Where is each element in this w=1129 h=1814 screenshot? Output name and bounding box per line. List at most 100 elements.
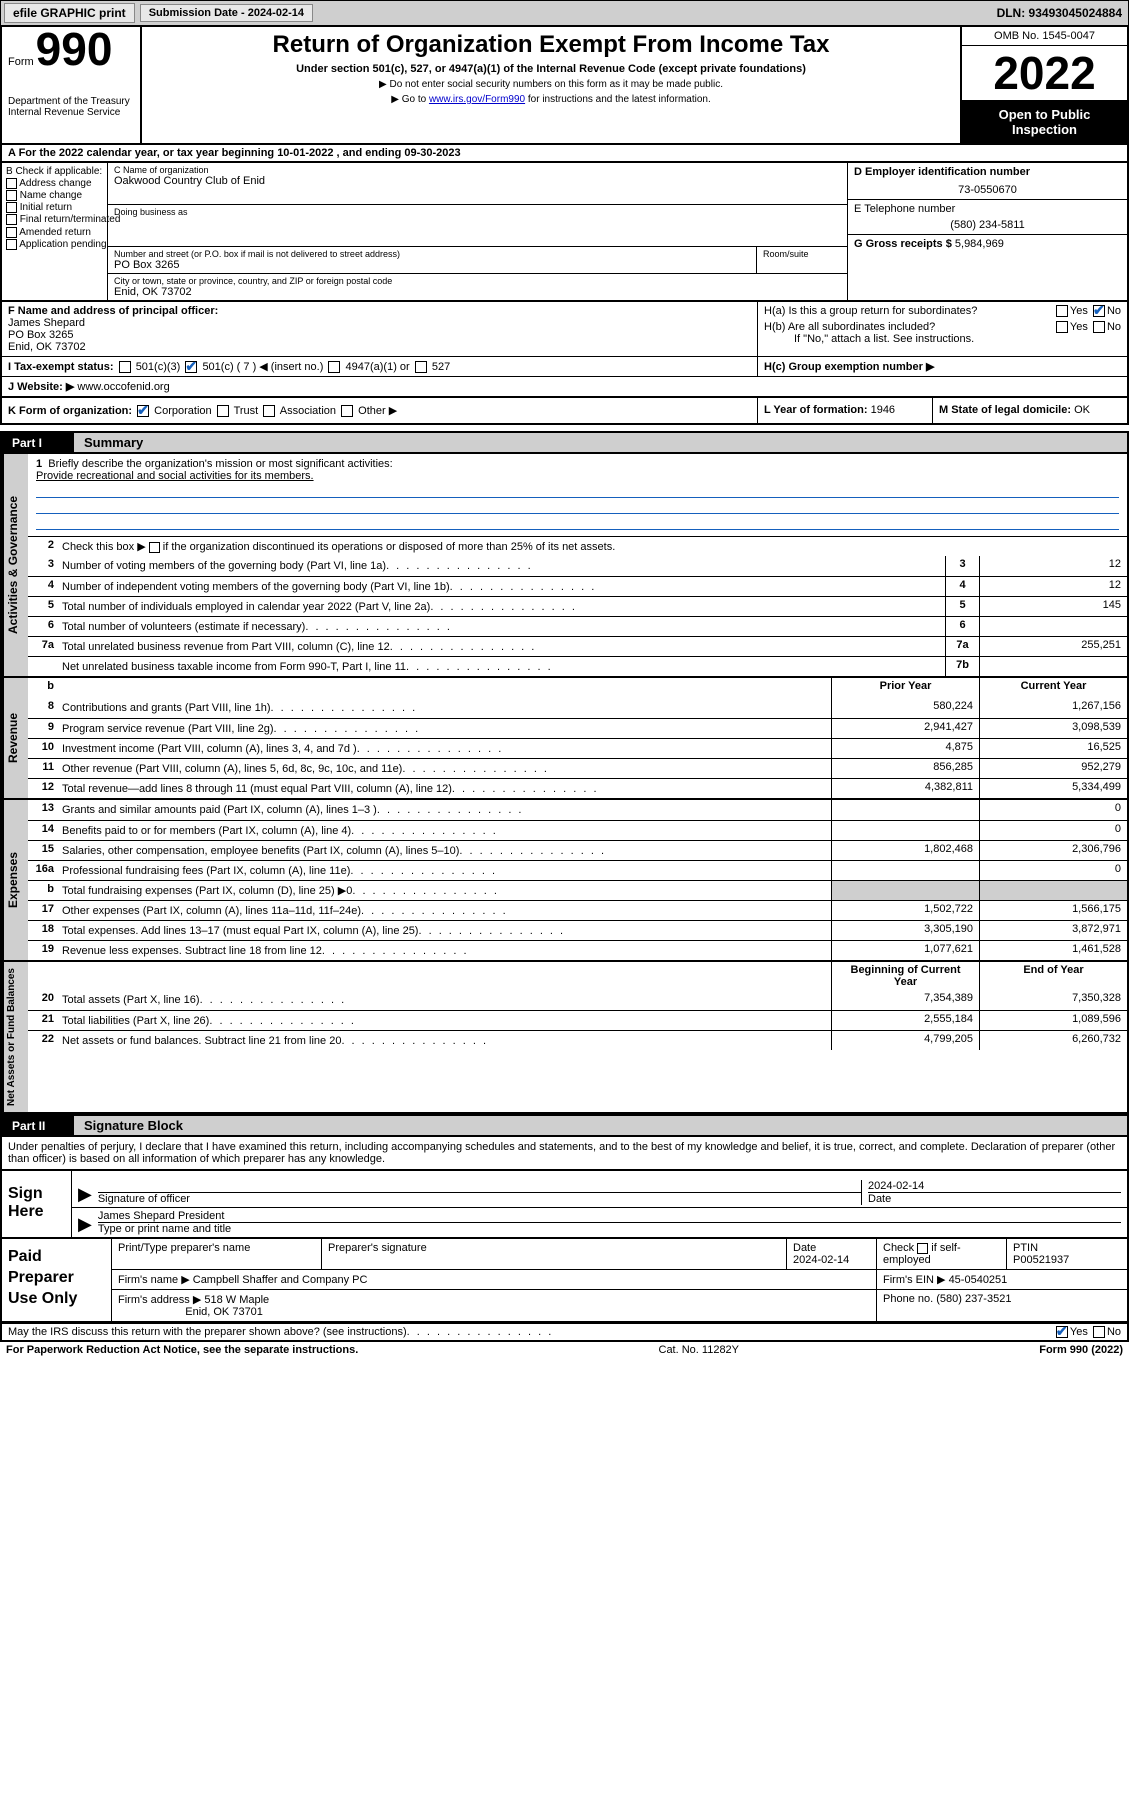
i-opt-2: 4947(a)(1) or	[346, 361, 410, 373]
vlabel-activities: Activities & Governance	[2, 454, 28, 676]
summary-row: 14Benefits paid to or for members (Part …	[28, 820, 1127, 840]
summary-row: 11Other revenue (Part VIII, column (A), …	[28, 758, 1127, 778]
open-to-public: Open to Public Inspection	[962, 101, 1127, 143]
chk-application-pending[interactable]: Application pending	[6, 239, 103, 250]
form-header: Form 990 Department of the Treasury Inte…	[0, 26, 1129, 145]
footer-line: For Paperwork Reduction Act Notice, see …	[0, 1342, 1129, 1358]
chk-final-return[interactable]: Final return/terminated	[6, 214, 103, 225]
i-501c[interactable]	[185, 361, 197, 373]
form-note-ssn: ▶ Do not enter social security numbers o…	[148, 79, 954, 90]
q2: Check this box ▶ if the organization dis…	[58, 537, 1127, 556]
k-other[interactable]	[341, 405, 353, 417]
fhij-block: F Name and address of principal officer:…	[0, 302, 1129, 398]
hdr-prior: Prior Year	[831, 678, 979, 698]
phone: (580) 237-3521	[936, 1293, 1011, 1305]
entity-block: B Check if applicable: Address change Na…	[0, 163, 1129, 302]
part1-title: Summary	[74, 433, 1127, 452]
officer-typed-name: James Shepard President	[98, 1210, 225, 1222]
part1-header: Part I Summary	[0, 431, 1129, 454]
department-label: Department of the Treasury Internal Reve…	[8, 96, 134, 118]
summary-revenue: Revenue b Prior Year Current Year 8Contr…	[0, 678, 1129, 800]
firm-ein-label: Firm's EIN ▶	[883, 1274, 946, 1286]
org-name: Oakwood Country Club of Enid	[114, 175, 841, 187]
j-website: www.occofenid.org	[77, 381, 169, 393]
check-self: Check if self-employed	[877, 1239, 1007, 1269]
summary-row: 10Investment income (Part VIII, column (…	[28, 738, 1127, 758]
summary-row: 5Total number of individuals employed in…	[28, 596, 1127, 616]
prep-date-label: Date	[793, 1242, 816, 1254]
summary-row: 16aProfessional fundraising fees (Part I…	[28, 860, 1127, 880]
sig-date-label: Date	[868, 1192, 1121, 1205]
firm-addr1: 518 W Maple	[204, 1294, 269, 1306]
sig-officer-label: Signature of officer	[98, 1193, 861, 1205]
q1-label: Briefly describe the organization's miss…	[48, 458, 392, 470]
f-label: F Name and address of principal officer:	[8, 305, 218, 317]
i-opt-0: 501(c)(3)	[136, 361, 181, 373]
k-opt-3: Other ▶	[358, 405, 397, 417]
summary-row: 13Grants and similar amounts paid (Part …	[28, 800, 1127, 820]
phone-label: Phone no.	[883, 1293, 933, 1305]
ptin: P00521937	[1013, 1254, 1069, 1266]
summary-row: bTotal fundraising expenses (Part IX, co…	[28, 880, 1127, 900]
sign-here-label: Sign Here	[2, 1171, 72, 1237]
l-label: L Year of formation:	[764, 404, 868, 416]
summary-row: 8Contributions and grants (Part VIII, li…	[28, 698, 1127, 718]
g-receipts-label: G Gross receipts $	[854, 238, 952, 250]
sig-date: 2024-02-14	[868, 1180, 1121, 1192]
vlabel-expenses: Expenses	[2, 800, 28, 960]
chk-amended-return[interactable]: Amended return	[6, 227, 103, 238]
hb-no[interactable]	[1093, 321, 1105, 333]
irs-link[interactable]: www.irs.gov/Form990	[429, 94, 525, 105]
summary-row: 4Number of independent voting members of…	[28, 576, 1127, 596]
form-subtitle: Under section 501(c), 527, or 4947(a)(1)…	[148, 63, 954, 75]
q1-value: Provide recreational and social activiti…	[36, 470, 314, 482]
ha-no[interactable]	[1093, 305, 1105, 317]
j-label: J Website: ▶	[8, 381, 74, 393]
sig-declaration: Under penalties of perjury, I declare th…	[2, 1137, 1127, 1171]
efile-print-button[interactable]: efile GRAPHIC print	[4, 3, 135, 23]
i-527[interactable]	[415, 361, 427, 373]
chk-address-change[interactable]: Address change	[6, 178, 103, 189]
k-opt-1: Trust	[234, 405, 259, 417]
pt-name-label: Print/Type preparer's name	[112, 1239, 322, 1269]
hc-label: H(c) Group exemption number ▶	[764, 361, 934, 373]
summary-row: 9Program service revenue (Part VIII, lin…	[28, 718, 1127, 738]
summary-row: 21Total liabilities (Part X, line 26)2,5…	[28, 1010, 1127, 1030]
g-receipts-value: 5,984,969	[955, 238, 1004, 250]
ha-yes[interactable]	[1056, 305, 1068, 317]
dln-label: DLN: 93493045024884	[997, 6, 1122, 20]
k-corp[interactable]	[137, 405, 149, 417]
k-trust[interactable]	[217, 405, 229, 417]
i-4947[interactable]	[328, 361, 340, 373]
discuss-yes[interactable]	[1056, 1326, 1068, 1338]
summary-row: 19Revenue less expenses. Subtract line 1…	[28, 940, 1127, 960]
discuss-no[interactable]	[1093, 1326, 1105, 1338]
tax-year-row: A For the 2022 calendar year, or tax yea…	[0, 145, 1129, 163]
k-opt-2: Association	[280, 405, 336, 417]
chk-initial-return[interactable]: Initial return	[6, 202, 103, 213]
firm-ein: 45-0540251	[949, 1274, 1008, 1286]
submission-date: Submission Date - 2024-02-14	[140, 4, 313, 22]
d-ein-label: D Employer identification number	[854, 166, 1121, 178]
i-opt-3: 527	[432, 361, 450, 373]
summary-row: 20Total assets (Part X, line 16)7,354,38…	[28, 990, 1127, 1010]
l-value: 1946	[871, 404, 895, 416]
chk-name-change[interactable]: Name change	[6, 190, 103, 201]
vlabel-net: Net Assets or Fund Balances	[2, 962, 28, 1112]
i-501c3[interactable]	[119, 361, 131, 373]
summary-row: 3Number of voting members of the governi…	[28, 556, 1127, 576]
ptin-label: PTIN	[1013, 1242, 1038, 1254]
cat-no: Cat. No. 11282Y	[659, 1344, 740, 1356]
paperwork-notice: For Paperwork Reduction Act Notice, see …	[6, 1344, 358, 1356]
col-b-checkboxes: B Check if applicable: Address change Na…	[2, 163, 108, 300]
d-ein-value: 73-0550670	[854, 184, 1121, 196]
f-officer-addr2: Enid, OK 73702	[8, 341, 751, 353]
tax-year: 2022	[962, 46, 1127, 101]
summary-row: 6Total number of volunteers (estimate if…	[28, 616, 1127, 636]
note2-pre: ▶ Go to	[391, 94, 429, 105]
summary-row: 17Other expenses (Part IX, column (A), l…	[28, 900, 1127, 920]
hb-yes[interactable]	[1056, 321, 1068, 333]
summary-net: Net Assets or Fund Balances Beginning of…	[0, 962, 1129, 1114]
k-assoc[interactable]	[263, 405, 275, 417]
room-label: Room/suite	[763, 249, 841, 259]
